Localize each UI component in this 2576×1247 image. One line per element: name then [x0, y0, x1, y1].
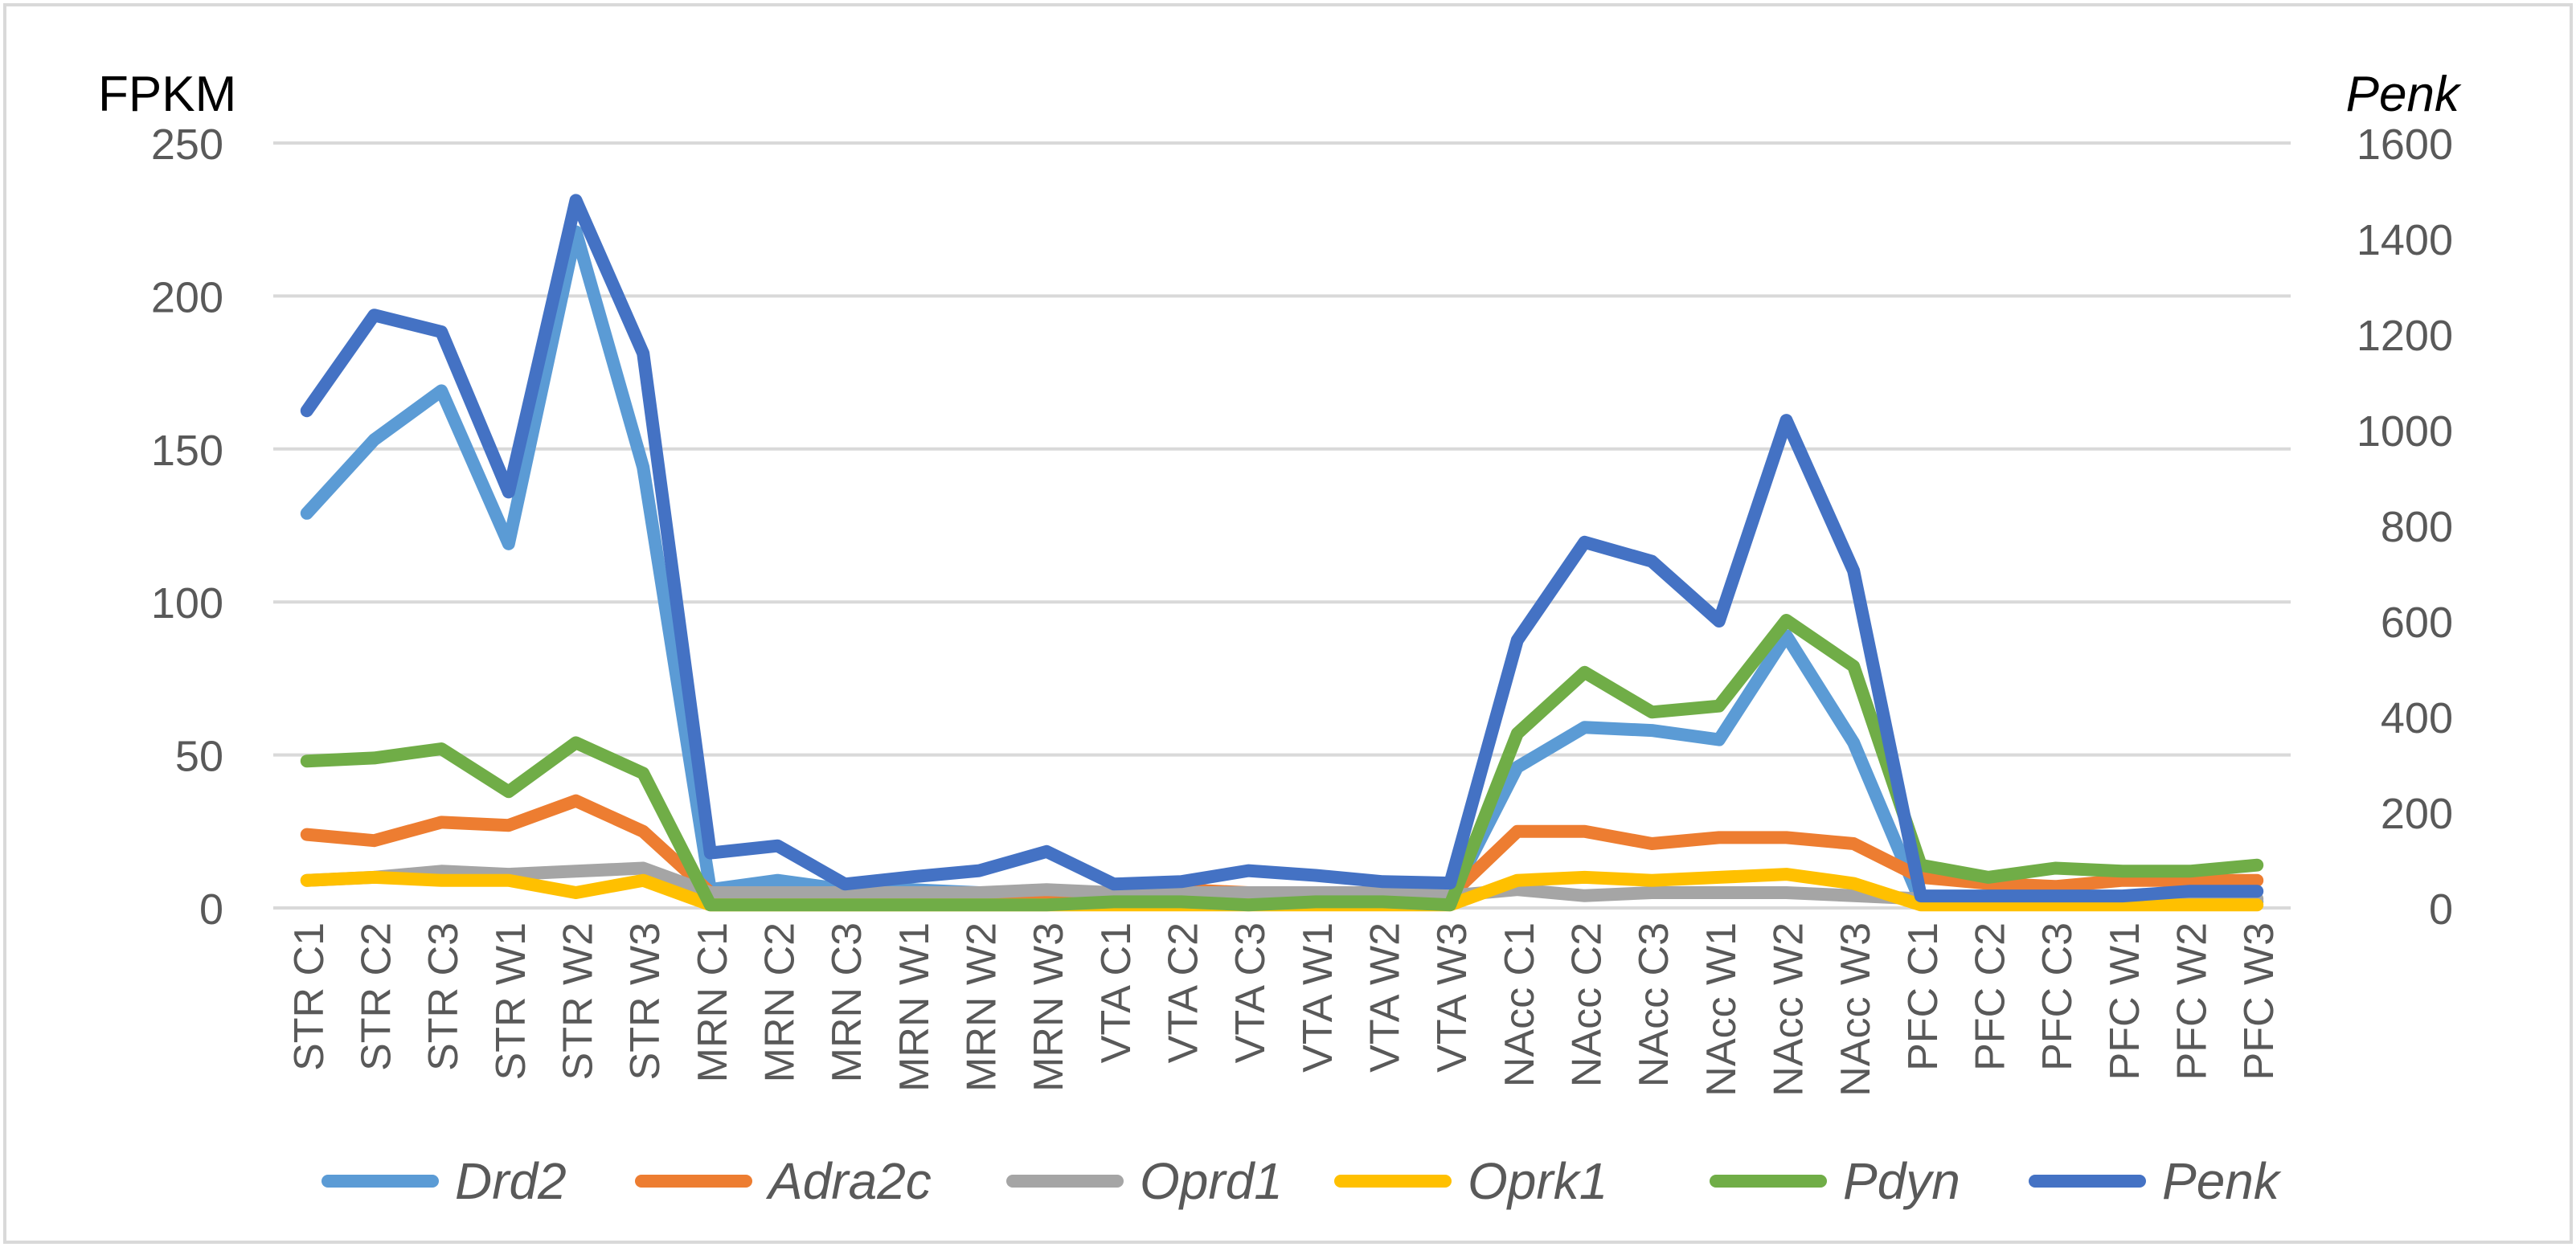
x-tick-label: NAcc C3: [1631, 922, 1677, 1087]
right-tick-label: 800: [2381, 503, 2453, 551]
x-tick-label: MRN C3: [824, 922, 870, 1082]
x-tick-label: VTA C1: [1093, 922, 1140, 1063]
x-tick-label: PFC W2: [2169, 922, 2216, 1080]
right-tick-label: 600: [2381, 599, 2453, 647]
x-tick-label: MRN W2: [959, 922, 1005, 1092]
left-tick-label: 50: [175, 733, 223, 781]
left-tick-label: 250: [151, 121, 223, 169]
x-tick-label: MRN W1: [891, 922, 938, 1092]
legend-label: Penk: [2162, 1152, 2282, 1210]
legend-item-adra2c: Adra2c: [635, 1152, 932, 1210]
x-tick-label: PFC W1: [2102, 922, 2148, 1080]
x-tick-label: MRN W3: [1026, 922, 1072, 1092]
x-axis-ticks: STR C1 STR C2 STR C3 STR W1 STR W2 STR W3 MRN …: [286, 922, 2283, 1097]
x-tick-label: VTA C2: [1161, 922, 1207, 1063]
legend-label: Adra2c: [765, 1152, 932, 1210]
right-tick-label: 400: [2381, 694, 2453, 742]
series-line-penk: [300, 194, 2264, 903]
chart-border: [3, 3, 2573, 1244]
right-tick-label: 1000: [2357, 407, 2453, 456]
series-lines: [300, 194, 2264, 912]
x-tick-label: STR C3: [420, 922, 467, 1071]
legend-label: Oprd1: [1140, 1152, 1283, 1210]
legend: Drd2 Adra2c Oprd1 Oprk1 Pdyn Penk: [321, 1152, 2282, 1210]
legend-item-oprd1: Oprd1: [1006, 1152, 1283, 1210]
left-tick-label: 0: [199, 885, 223, 934]
x-tick-label: NAcc W1: [1698, 922, 1745, 1097]
x-tick-label: VTA C3: [1227, 922, 1274, 1063]
right-tick-label: 0: [2429, 885, 2453, 934]
x-tick-label: PFC C3: [2034, 922, 2081, 1071]
legend-item-pdyn: Pdyn: [1710, 1152, 1960, 1210]
x-tick-label: NAcc W2: [1766, 922, 1812, 1097]
legend-label: Oprk1: [1468, 1152, 1607, 1210]
left-axis-label: FPKM: [98, 67, 236, 122]
x-tick-label: PFC C1: [1900, 922, 1947, 1071]
x-tick-label: MRN C1: [690, 922, 736, 1082]
x-tick-label: STR C1: [286, 922, 333, 1071]
x-tick-label: STR W3: [622, 922, 669, 1080]
left-axis-ticks: 0 50 100 150 200 250: [151, 121, 223, 934]
left-tick-label: 100: [151, 579, 223, 628]
left-tick-label: 150: [151, 427, 223, 475]
x-tick-label: NAcc C1: [1497, 922, 1543, 1087]
x-tick-label: NAcc W3: [1833, 922, 1879, 1097]
x-tick-label: NAcc C2: [1564, 922, 1611, 1087]
x-tick-label: PFC C2: [1968, 922, 2014, 1071]
legend-label: Pdyn: [1843, 1152, 1960, 1210]
legend-item-drd2: Drd2: [321, 1152, 567, 1210]
right-axis-ticks: 0 200 400 600 800 1000 1200 1400 1600: [2357, 121, 2453, 934]
x-tick-label: VTA W1: [1295, 922, 1341, 1073]
x-tick-label: MRN C2: [757, 922, 804, 1082]
x-tick-label: VTA W2: [1362, 922, 1409, 1073]
legend-item-oprk1: Oprk1: [1334, 1152, 1607, 1210]
x-tick-label: STR W1: [488, 922, 534, 1080]
x-tick-label: STR C2: [354, 922, 400, 1071]
left-tick-label: 200: [151, 273, 223, 321]
legend-item-penk: Penk: [2029, 1152, 2282, 1210]
right-tick-label: 200: [2381, 790, 2453, 838]
legend-label: Drd2: [455, 1152, 567, 1210]
series-line-pdyn: [300, 614, 2264, 912]
x-tick-label: VTA W3: [1429, 922, 1476, 1073]
right-axis-label: Penk: [2346, 67, 2462, 122]
right-tick-label: 1600: [2357, 121, 2453, 169]
right-tick-label: 1400: [2357, 216, 2453, 264]
x-tick-label: STR W2: [555, 922, 602, 1080]
right-tick-label: 1200: [2357, 312, 2453, 360]
x-tick-label: PFC W3: [2236, 922, 2283, 1080]
